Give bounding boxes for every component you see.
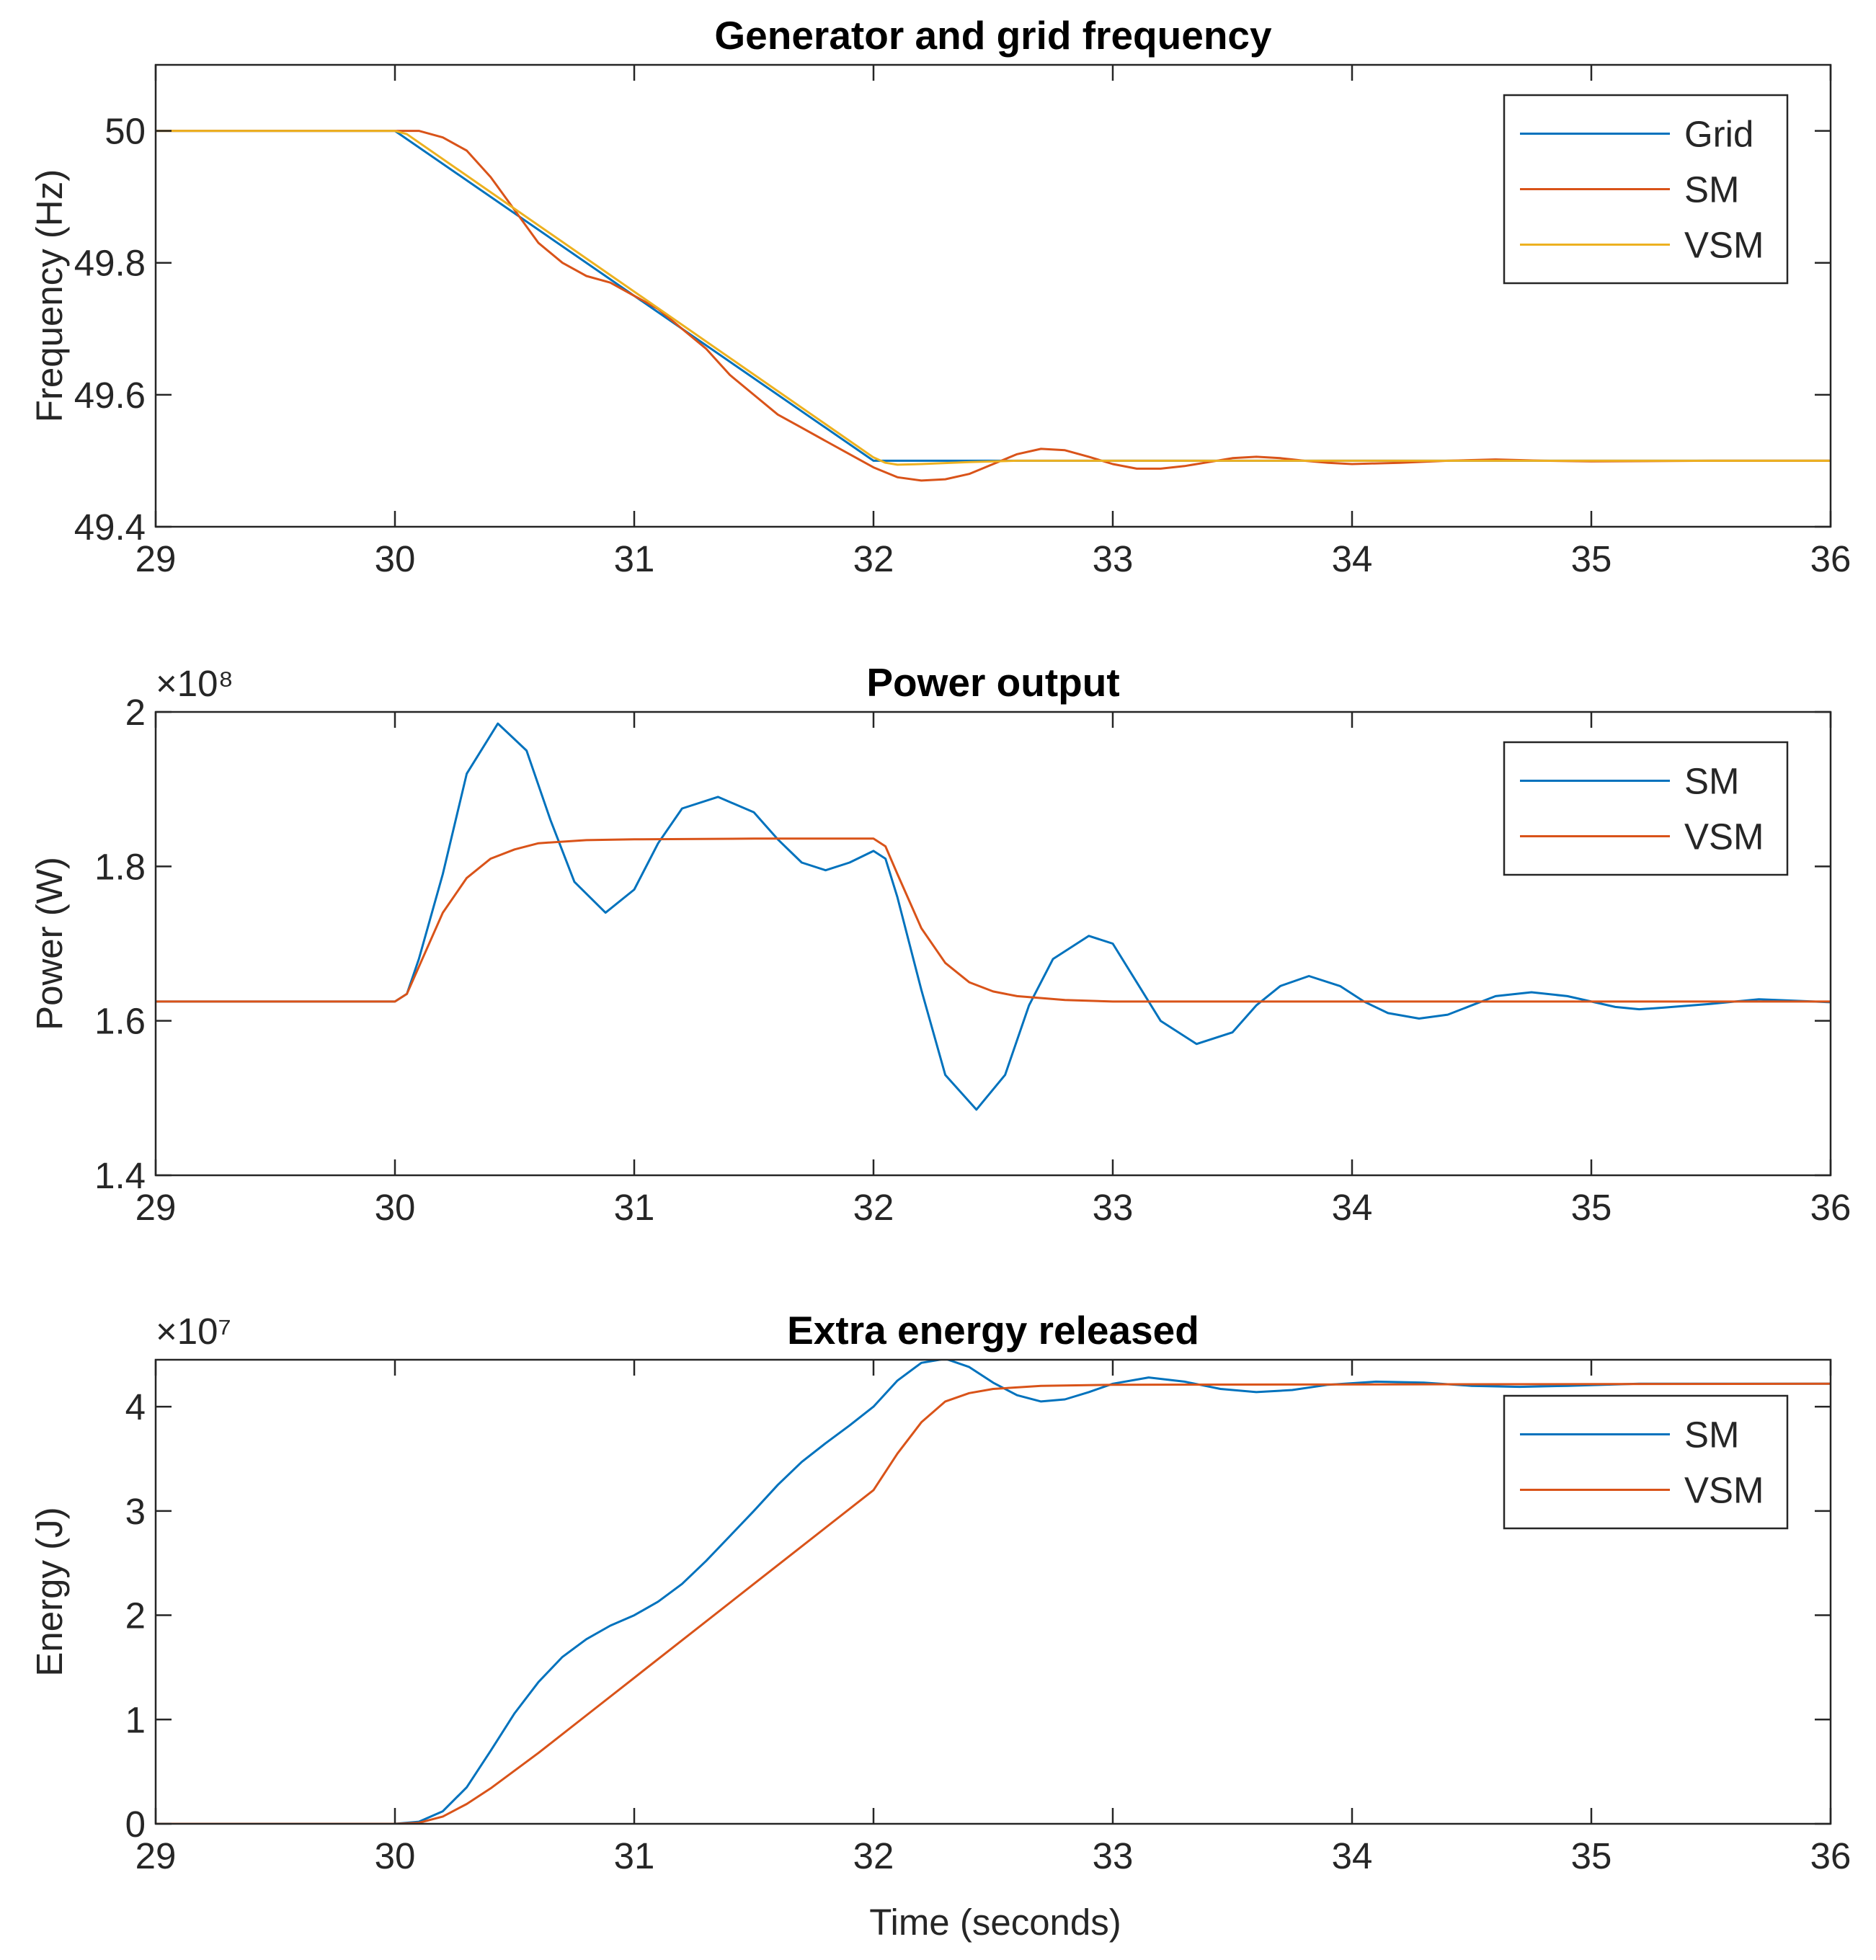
x-tick-label: 34 xyxy=(1332,1187,1373,1228)
x-tick-label: 30 xyxy=(375,538,416,579)
x-tick-label: 31 xyxy=(614,538,655,579)
legend-label-vsm: VSM xyxy=(1684,816,1764,858)
legend: Grid SM VSM xyxy=(1503,94,1789,285)
power-output-chart: Power output ×10⁸ Power (W) 29 30 31 32 33 34 35 3… xyxy=(29,660,1851,1228)
legend-label-grid: Grid xyxy=(1684,114,1753,155)
legend-box xyxy=(1503,741,1789,876)
x-tick-label: 35 xyxy=(1571,1835,1612,1876)
x-tick-label: 33 xyxy=(1093,1187,1134,1228)
legend-label-vsm: VSM xyxy=(1684,1470,1764,1511)
y-tick-label: 1 xyxy=(125,1699,146,1740)
legend-box xyxy=(1503,1394,1789,1530)
y-tick-label: 49.8 xyxy=(74,243,146,284)
x-tick-label: 34 xyxy=(1332,538,1373,579)
x-tick-label: 35 xyxy=(1571,538,1612,579)
x-tick-label: 32 xyxy=(853,1187,894,1228)
y-tick-label: 1.4 xyxy=(94,1155,146,1196)
series-line-vsm xyxy=(156,1382,1831,1824)
axes-box xyxy=(154,1358,1832,1825)
y-tick-label: 49.4 xyxy=(74,507,146,548)
x-tick-label: 29 xyxy=(135,538,177,579)
legend-label-vsm: VSM xyxy=(1684,225,1764,266)
x-tick-label: 36 xyxy=(1810,1187,1851,1228)
series-line-vsm xyxy=(156,130,1831,466)
axes-box xyxy=(154,63,1832,528)
y-tick-label: 1.8 xyxy=(94,846,146,887)
y-tick-label: 3 xyxy=(125,1491,146,1532)
x-tick-label: 31 xyxy=(614,1187,655,1228)
x-tick-label: 32 xyxy=(853,1835,894,1876)
series-group xyxy=(156,1360,1831,1824)
x-tick-label: 35 xyxy=(1571,1187,1612,1228)
y-axis-label: Power (W) xyxy=(29,857,70,1030)
x-tick-label: 36 xyxy=(1810,538,1851,579)
y-tick-label: 1.6 xyxy=(94,1001,146,1042)
x-tick-label: 29 xyxy=(135,1835,177,1876)
y-tick-label: 2 xyxy=(125,1595,146,1636)
y-axis-exponent-label: ×10⁸ xyxy=(156,663,234,704)
chart-title: Generator and grid frequency xyxy=(714,13,1272,58)
chart-title: Extra energy released xyxy=(787,1308,1199,1353)
x-tick-label: 33 xyxy=(1093,1835,1134,1876)
y-axis-label: Energy (J) xyxy=(29,1507,70,1676)
series-line-vsm xyxy=(156,837,1831,1003)
x-tick-label: 32 xyxy=(853,538,894,579)
y-tick-label: 49.6 xyxy=(74,375,146,416)
x-tick-label: 36 xyxy=(1810,1835,1851,1876)
y-axis-label: Frequency (Hz) xyxy=(29,169,70,422)
figure-x-axis-label: Time (seconds) xyxy=(869,1902,1121,1943)
chart-title: Power output xyxy=(866,660,1119,705)
legend-label-sm: SM xyxy=(1684,169,1740,210)
x-tick-label: 29 xyxy=(135,1187,177,1228)
legend: SM VSM xyxy=(1503,1394,1789,1530)
x-tick-label: 31 xyxy=(614,1835,655,1876)
series-line-sm xyxy=(156,130,1831,482)
y-tick-label: 0 xyxy=(125,1804,146,1845)
frequency-chart: Generator and grid frequency Frequency (H… xyxy=(29,13,1851,579)
x-tick-label: 33 xyxy=(1093,538,1134,579)
legend-label-sm: SM xyxy=(1684,761,1740,802)
x-tick-label: 30 xyxy=(375,1835,416,1876)
series-line-sm xyxy=(156,1360,1831,1824)
axes-box xyxy=(154,710,1832,1177)
y-axis-exponent-label: ×10⁷ xyxy=(156,1311,231,1352)
y-tick-label: 4 xyxy=(125,1386,146,1427)
x-tick-label: 34 xyxy=(1332,1835,1373,1876)
series-group xyxy=(156,130,1831,482)
series-group xyxy=(156,722,1831,1111)
y-tick-label: 2 xyxy=(125,692,146,733)
y-tick-label: 50 xyxy=(105,111,146,152)
series-line-sm xyxy=(156,722,1831,1111)
legend-label-sm: SM xyxy=(1684,1415,1740,1456)
x-tick-label: 30 xyxy=(375,1187,416,1228)
legend: SM VSM xyxy=(1503,741,1789,876)
